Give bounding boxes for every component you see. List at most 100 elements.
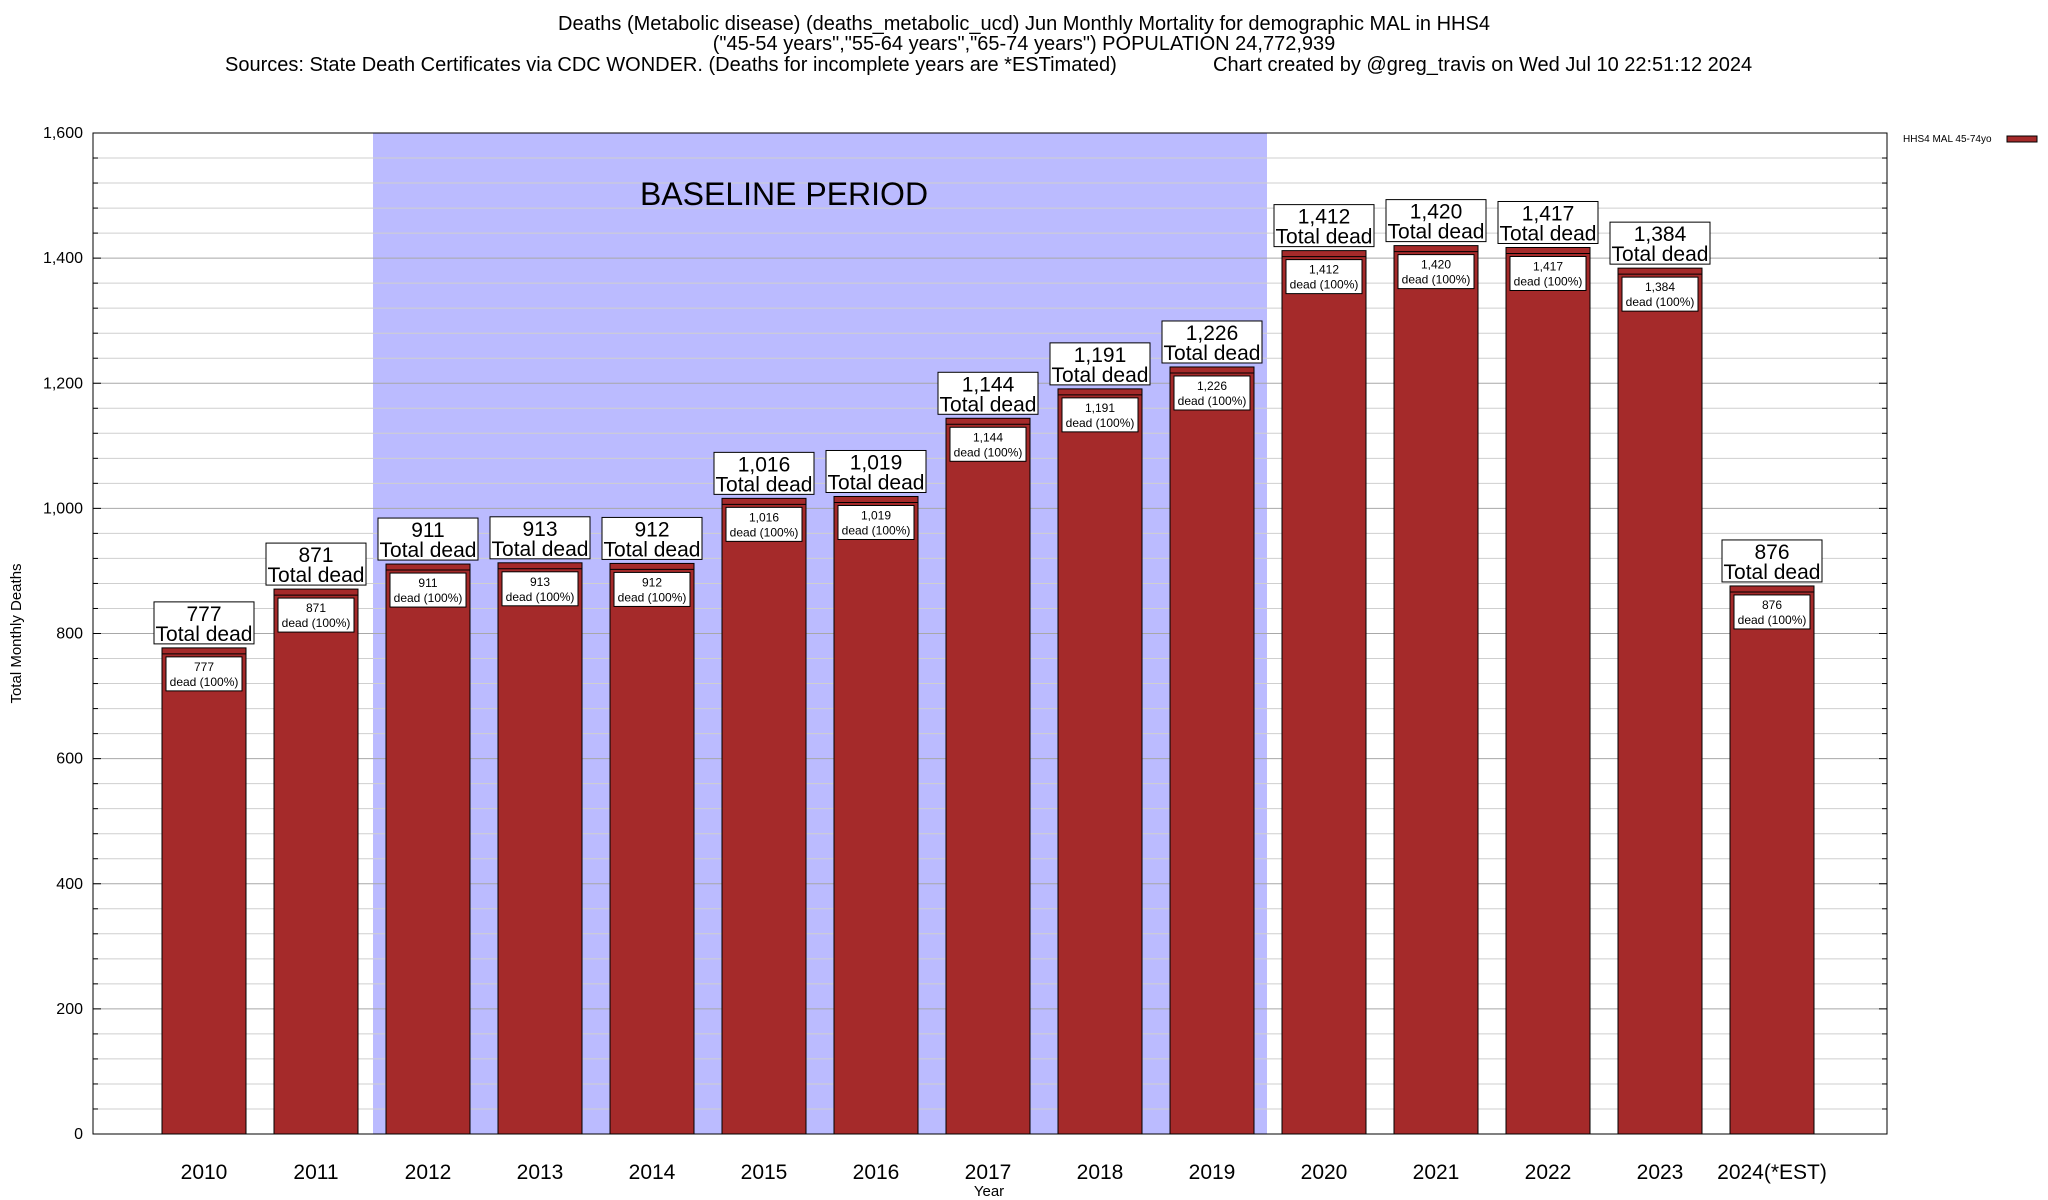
inner-value-label: 912 — [642, 575, 662, 589]
bar-2022 — [1505, 246, 1591, 1135]
bar-2021 — [1393, 245, 1479, 1135]
y-tick-label: 200 — [56, 1001, 83, 1018]
y-axis-label: Total Monthly Deaths — [8, 563, 25, 703]
x-axis-label: Year — [974, 1183, 1004, 1200]
total-label-box — [713, 451, 815, 495]
x-tick-label: 2015 — [741, 1161, 788, 1184]
total-value-label: 876 — [1754, 541, 1789, 564]
inner-label-box — [501, 571, 579, 607]
inner-label-box — [1733, 594, 1811, 630]
total-dead-label: Total dead — [380, 539, 477, 562]
inner-value-label: 1,412 — [1309, 263, 1339, 277]
inner-value-label: 1,226 — [1197, 379, 1227, 393]
total-label-box — [1609, 221, 1711, 265]
bar-2014 — [609, 562, 695, 1135]
inner-dead-label: dead (100%) — [282, 616, 351, 630]
inner-value-label: 1,420 — [1421, 258, 1451, 272]
total-value-label: 1,412 — [1298, 206, 1351, 229]
inner-value-label: 1,417 — [1533, 259, 1563, 273]
inner-value-label: 1,191 — [1085, 401, 1115, 415]
inner-dead-label: dead (100%) — [1402, 273, 1471, 287]
x-tick-label: 2020 — [1301, 1161, 1348, 1184]
total-value-label: 777 — [186, 603, 221, 626]
legend-swatch — [2006, 135, 2038, 143]
x-tick-label: 2024(*EST) — [1717, 1161, 1827, 1184]
y-tick-label: 1,000 — [43, 500, 83, 517]
inner-label-box — [725, 506, 803, 542]
total-label-box — [1385, 199, 1487, 243]
x-tick-label: 2011 — [293, 1161, 338, 1184]
total-label-box — [377, 517, 479, 561]
total-dead-label: Total dead — [156, 623, 253, 646]
inner-value-label: 777 — [194, 660, 214, 674]
total-value-label: 912 — [634, 518, 669, 541]
bar-2023 — [1617, 267, 1703, 1135]
total-label-box — [601, 516, 703, 560]
total-label-box — [1273, 204, 1375, 248]
inner-dead-label: dead (100%) — [618, 590, 687, 604]
x-tick-label: 2022 — [1525, 1161, 1572, 1184]
inner-dead-label: dead (100%) — [170, 675, 239, 689]
x-tick-label: 2010 — [181, 1161, 228, 1184]
total-label-box — [489, 516, 591, 560]
total-value-label: 911 — [411, 519, 444, 542]
inner-label-box — [1621, 276, 1699, 312]
total-label-box — [1721, 539, 1823, 583]
inner-label-box — [949, 426, 1027, 462]
bar-2013 — [497, 562, 583, 1135]
y-tick-label: 1,400 — [43, 250, 83, 267]
total-dead-label: Total dead — [268, 564, 365, 587]
inner-value-label: 1,384 — [1645, 280, 1675, 294]
inner-label-box — [165, 656, 243, 692]
total-dead-label: Total dead — [1612, 243, 1709, 266]
y-tick-label: 800 — [56, 626, 83, 643]
chart-credit: Chart created by @greg_travis on Wed Jul… — [1213, 54, 1753, 76]
inner-label-box — [1509, 255, 1587, 291]
total-value-label: 913 — [522, 518, 557, 541]
bar-2024(*EST) — [1729, 585, 1815, 1135]
total-value-label: 1,019 — [850, 451, 903, 474]
total-value-label: 1,420 — [1410, 201, 1463, 224]
x-tick-label: 2021 — [1413, 1161, 1460, 1184]
x-tick-label: 2013 — [517, 1161, 564, 1184]
inner-dead-label: dead (100%) — [954, 445, 1023, 459]
inner-label-box — [1285, 259, 1363, 295]
inner-dead-label: dead (100%) — [842, 523, 911, 537]
y-tick-label: 400 — [56, 876, 83, 893]
inner-dead-label: dead (100%) — [730, 525, 799, 539]
plot-frame — [92, 132, 1888, 1135]
total-label-box — [153, 601, 255, 645]
inner-dead-label: dead (100%) — [1514, 274, 1583, 288]
bar-2019 — [1169, 366, 1255, 1135]
bar-2017 — [945, 417, 1031, 1135]
inner-value-label: 1,144 — [973, 430, 1003, 444]
total-dead-label: Total dead — [604, 538, 701, 561]
inner-dead-label: dead (100%) — [394, 591, 463, 605]
inner-dead-label: dead (100%) — [1178, 394, 1247, 408]
total-dead-label: Total dead — [1276, 226, 1373, 249]
total-dead-label: Total dead — [1724, 561, 1821, 584]
inner-value-label: 1,019 — [861, 508, 891, 522]
chart-title-line1: Deaths (Metabolic disease) (deaths_metab… — [558, 13, 1490, 35]
inner-label-box — [1397, 254, 1475, 290]
total-label-box — [1049, 342, 1151, 386]
inner-label-box — [613, 571, 691, 607]
total-value-label: 1,384 — [1634, 223, 1687, 246]
chart-sources: Sources: State Death Certificates via CD… — [225, 54, 1117, 76]
inner-dead-label: dead (100%) — [1066, 416, 1135, 430]
x-tick-label: 2019 — [1189, 1161, 1236, 1184]
bar-2011 — [273, 588, 359, 1135]
bar-2015 — [721, 497, 807, 1135]
inner-label-box — [1061, 397, 1139, 433]
total-dead-label: Total dead — [1500, 222, 1597, 245]
inner-dead-label: dead (100%) — [506, 590, 575, 604]
total-label-box — [1497, 200, 1599, 244]
y-tick-label: 600 — [56, 751, 83, 768]
inner-label-box — [389, 572, 467, 608]
inner-value-label: 876 — [1762, 598, 1782, 612]
total-dead-label: Total dead — [1388, 221, 1485, 244]
x-tick-label: 2016 — [853, 1161, 900, 1184]
total-value-label: 1,016 — [738, 453, 791, 476]
bar-2020 — [1281, 250, 1367, 1135]
